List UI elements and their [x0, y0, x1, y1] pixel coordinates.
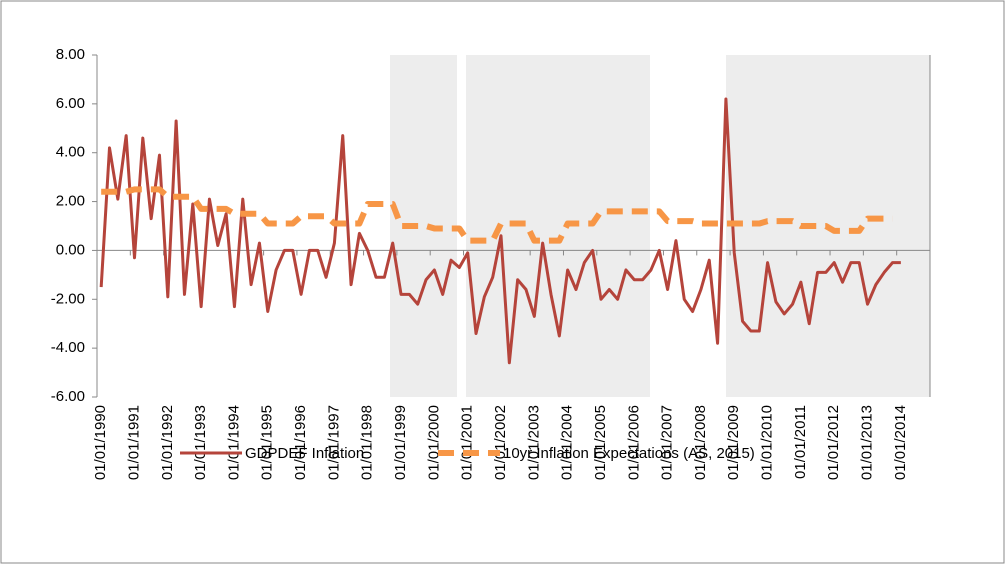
series-line — [101, 186, 893, 244]
y-tick-label: 4.00 — [56, 144, 85, 161]
x-tick-label: 01/01/2012 — [825, 405, 842, 480]
x-tick-label: 01/01/2014 — [892, 405, 909, 480]
x-tick-label: 01/01/2011 — [792, 405, 809, 479]
y-tick-label: 6.00 — [56, 95, 85, 112]
x-tick-label: 01/01/2002 — [492, 405, 509, 480]
y-tick-label: -6.00 — [51, 388, 85, 405]
x-tick-label: 01/01/2000 — [425, 405, 442, 480]
x-tick-label: 01/01/1996 — [292, 405, 309, 480]
x-tick-label: 01/01/1992 — [159, 405, 176, 480]
x-tick-label: 01/01/2005 — [592, 405, 609, 480]
y-tick-label: 2.00 — [56, 193, 85, 210]
x-tick-label: 01/01/2003 — [525, 405, 542, 480]
x-tick-label: 01/01/2010 — [759, 405, 776, 480]
y-tick-label: 0.00 — [56, 241, 85, 258]
x-tick-label: 01/01/1999 — [392, 405, 409, 480]
y-tick-label: -2.00 — [51, 290, 85, 307]
x-tick-label: 01/01/1998 — [359, 405, 376, 480]
x-tick-label: 01/01/1990 — [92, 405, 109, 480]
x-tick-label: 01/01/2004 — [559, 405, 576, 480]
y-tick-label: -4.00 — [51, 339, 85, 356]
legend-label: GDPDEF Inflation — [245, 445, 364, 462]
shaded-period — [466, 55, 650, 397]
x-tick-label: 01/01/2009 — [725, 405, 742, 480]
x-tick-label: 01/01/1997 — [325, 405, 342, 480]
x-tick-label: 01/01/2008 — [692, 405, 709, 480]
x-tick-label: 01/01/2001 — [459, 405, 476, 480]
x-tick-label: 01/01/2007 — [659, 405, 676, 480]
x-tick-label: 01/01/2006 — [625, 405, 642, 480]
series-line — [99, 97, 901, 365]
x-tick-label: 01/01/1993 — [192, 405, 209, 480]
x-tick-label: 01/01/1995 — [259, 405, 276, 480]
x-tick-label: 01/01/1991 — [125, 405, 142, 480]
shaded-period — [390, 55, 457, 397]
x-tick-label: 01/01/2013 — [858, 405, 875, 480]
legend-label: 10yr Inflation Expectations (AS, 2015) — [503, 445, 755, 462]
y-tick-label: 8.00 — [56, 46, 85, 63]
x-tick-label: 01/01/1994 — [225, 405, 242, 480]
